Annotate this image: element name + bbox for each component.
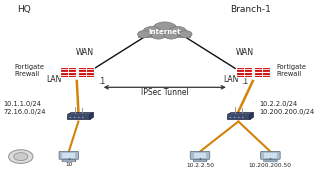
Text: Fortigate
Firewall: Fortigate Firewall — [14, 64, 44, 77]
FancyBboxPatch shape — [62, 153, 75, 158]
Polygon shape — [227, 112, 253, 115]
Circle shape — [69, 117, 71, 118]
Circle shape — [78, 117, 80, 118]
Text: 10.200.200.50: 10.200.200.50 — [249, 163, 292, 168]
Text: WAN: WAN — [76, 48, 94, 57]
Circle shape — [169, 26, 187, 37]
Text: HQ: HQ — [18, 5, 31, 14]
Circle shape — [153, 22, 177, 36]
FancyBboxPatch shape — [236, 67, 252, 72]
Circle shape — [238, 117, 240, 118]
Polygon shape — [67, 112, 93, 115]
Text: IPSec Tunnel: IPSec Tunnel — [141, 88, 189, 97]
Polygon shape — [250, 112, 253, 120]
FancyBboxPatch shape — [193, 160, 207, 162]
Circle shape — [14, 153, 28, 161]
FancyBboxPatch shape — [62, 160, 76, 162]
Text: LAN: LAN — [47, 75, 62, 84]
Text: 10.2.2.0/24
10.200.200.0/24: 10.2.2.0/24 10.200.200.0/24 — [259, 101, 315, 115]
Text: .1: .1 — [99, 77, 106, 86]
Polygon shape — [90, 112, 93, 120]
FancyBboxPatch shape — [260, 151, 280, 159]
FancyBboxPatch shape — [227, 115, 250, 120]
FancyBboxPatch shape — [138, 32, 191, 38]
FancyBboxPatch shape — [254, 72, 270, 77]
FancyBboxPatch shape — [264, 160, 277, 162]
FancyBboxPatch shape — [194, 153, 206, 158]
Text: Internet: Internet — [148, 29, 181, 35]
Circle shape — [164, 31, 178, 39]
Circle shape — [82, 117, 84, 118]
Circle shape — [74, 117, 76, 118]
FancyBboxPatch shape — [236, 72, 252, 77]
Circle shape — [229, 117, 231, 118]
FancyBboxPatch shape — [60, 67, 76, 72]
Text: 10.2.2.50: 10.2.2.50 — [186, 163, 214, 168]
FancyBboxPatch shape — [78, 72, 94, 77]
Text: 10: 10 — [65, 163, 73, 168]
FancyBboxPatch shape — [59, 151, 79, 159]
Text: 10.1.1.0/24
72.16.0.0/24: 10.1.1.0/24 72.16.0.0/24 — [3, 101, 46, 115]
Text: LAN: LAN — [223, 75, 239, 84]
Text: WAN: WAN — [236, 48, 254, 57]
Text: Branch-1: Branch-1 — [230, 5, 271, 14]
Circle shape — [151, 31, 165, 39]
Circle shape — [242, 117, 244, 118]
Text: .1: .1 — [241, 77, 248, 86]
Circle shape — [9, 150, 33, 163]
Circle shape — [179, 31, 192, 38]
Circle shape — [143, 26, 161, 37]
Circle shape — [138, 31, 150, 38]
Circle shape — [234, 117, 236, 118]
FancyBboxPatch shape — [60, 72, 76, 77]
FancyBboxPatch shape — [67, 115, 90, 120]
Text: Fortigate
Firewall: Fortigate Firewall — [277, 64, 307, 77]
FancyBboxPatch shape — [190, 151, 210, 159]
FancyBboxPatch shape — [78, 67, 94, 72]
FancyBboxPatch shape — [254, 67, 270, 72]
FancyBboxPatch shape — [264, 153, 277, 158]
